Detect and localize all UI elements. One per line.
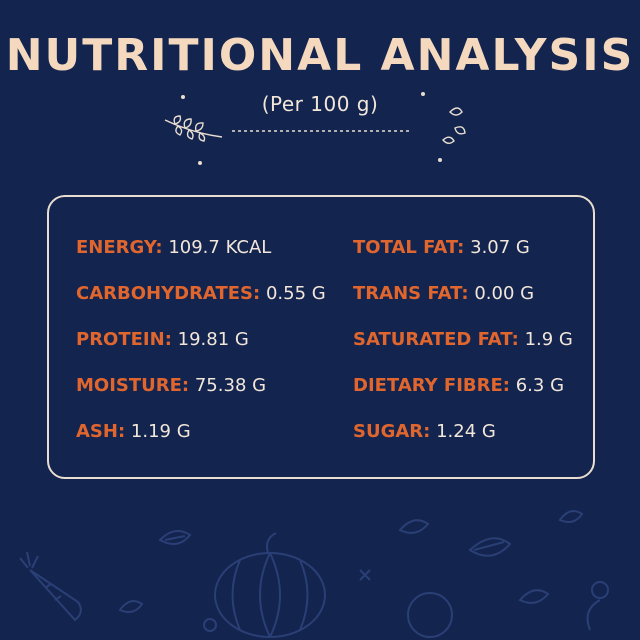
nutrient-value: 109.7 KCAL [168, 237, 272, 258]
nutrient-label: ENERGY: [76, 237, 163, 258]
nutrient-label: SUGAR: [353, 421, 431, 442]
nutrient-value: 0.55 G [265, 283, 326, 304]
nutrition-card: ENERGY: 109.7 KCAL CARBOHYDRATES: 0.55 G… [47, 195, 595, 479]
page-subtitle: (Per 100 g) [261, 92, 379, 116]
nutrient-row: DIETARY FIBRE: 6.3 G [353, 375, 573, 421]
nutrient-label: PROTEIN: [76, 329, 172, 350]
nutrient-value: 3.07 G [470, 237, 530, 258]
nutrient-row: ENERGY: 109.7 KCAL [76, 237, 326, 283]
nutrient-label: CARBOHYDRATES: [76, 283, 261, 304]
nutrient-value: 75.38 G [194, 375, 267, 396]
nutrient-value: 1.19 G [130, 421, 191, 442]
nutrient-value: 19.81 G [177, 329, 249, 350]
page-title: NUTRITIONAL ANALYSIS [5, 30, 635, 81]
nutrient-label: ASH: [76, 421, 126, 442]
nutrient-label: TOTAL FAT: [353, 237, 465, 258]
nutrient-label: MOISTURE: [76, 375, 190, 396]
nutrient-value: 1.24 G [436, 421, 496, 442]
nutrient-row: PROTEIN: 19.81 G [76, 329, 326, 375]
nutrient-value: 6.3 G [515, 375, 565, 396]
nutrient-label: DIETARY FIBRE: [353, 375, 510, 396]
nutrient-label: SATURATED FAT: [353, 329, 519, 350]
carrot-icon [19, 551, 82, 622]
nutrition-column-left: ENERGY: 109.7 KCAL CARBOHYDRATES: 0.55 G… [76, 237, 326, 467]
nutrient-value: 0.00 G [474, 283, 535, 304]
nutrient-row: TRANS FAT: 0.00 G [353, 283, 573, 329]
pumpkin-icon [214, 532, 326, 638]
nutrient-value: 1.9 G [524, 329, 573, 350]
leaf-sprig-icon [164, 115, 223, 142]
nutrient-row: CARBOHYDRATES: 0.55 G [76, 283, 326, 329]
nutrient-row: SATURATED FAT: 1.9 G [353, 329, 573, 375]
nutrient-label: TRANS FAT: [353, 283, 469, 304]
nutrient-row: MOISTURE: 75.38 G [76, 375, 326, 421]
nutrient-row: TOTAL FAT: 3.07 G [353, 237, 573, 283]
nutrient-row: ASH: 1.19 G [76, 421, 326, 467]
nutrient-row: SUGAR: 1.24 G [353, 421, 573, 467]
nutrition-column-right: TOTAL FAT: 3.07 G TRANS FAT: 0.00 G SATU… [353, 237, 573, 467]
food-doodles-background [19, 510, 609, 638]
